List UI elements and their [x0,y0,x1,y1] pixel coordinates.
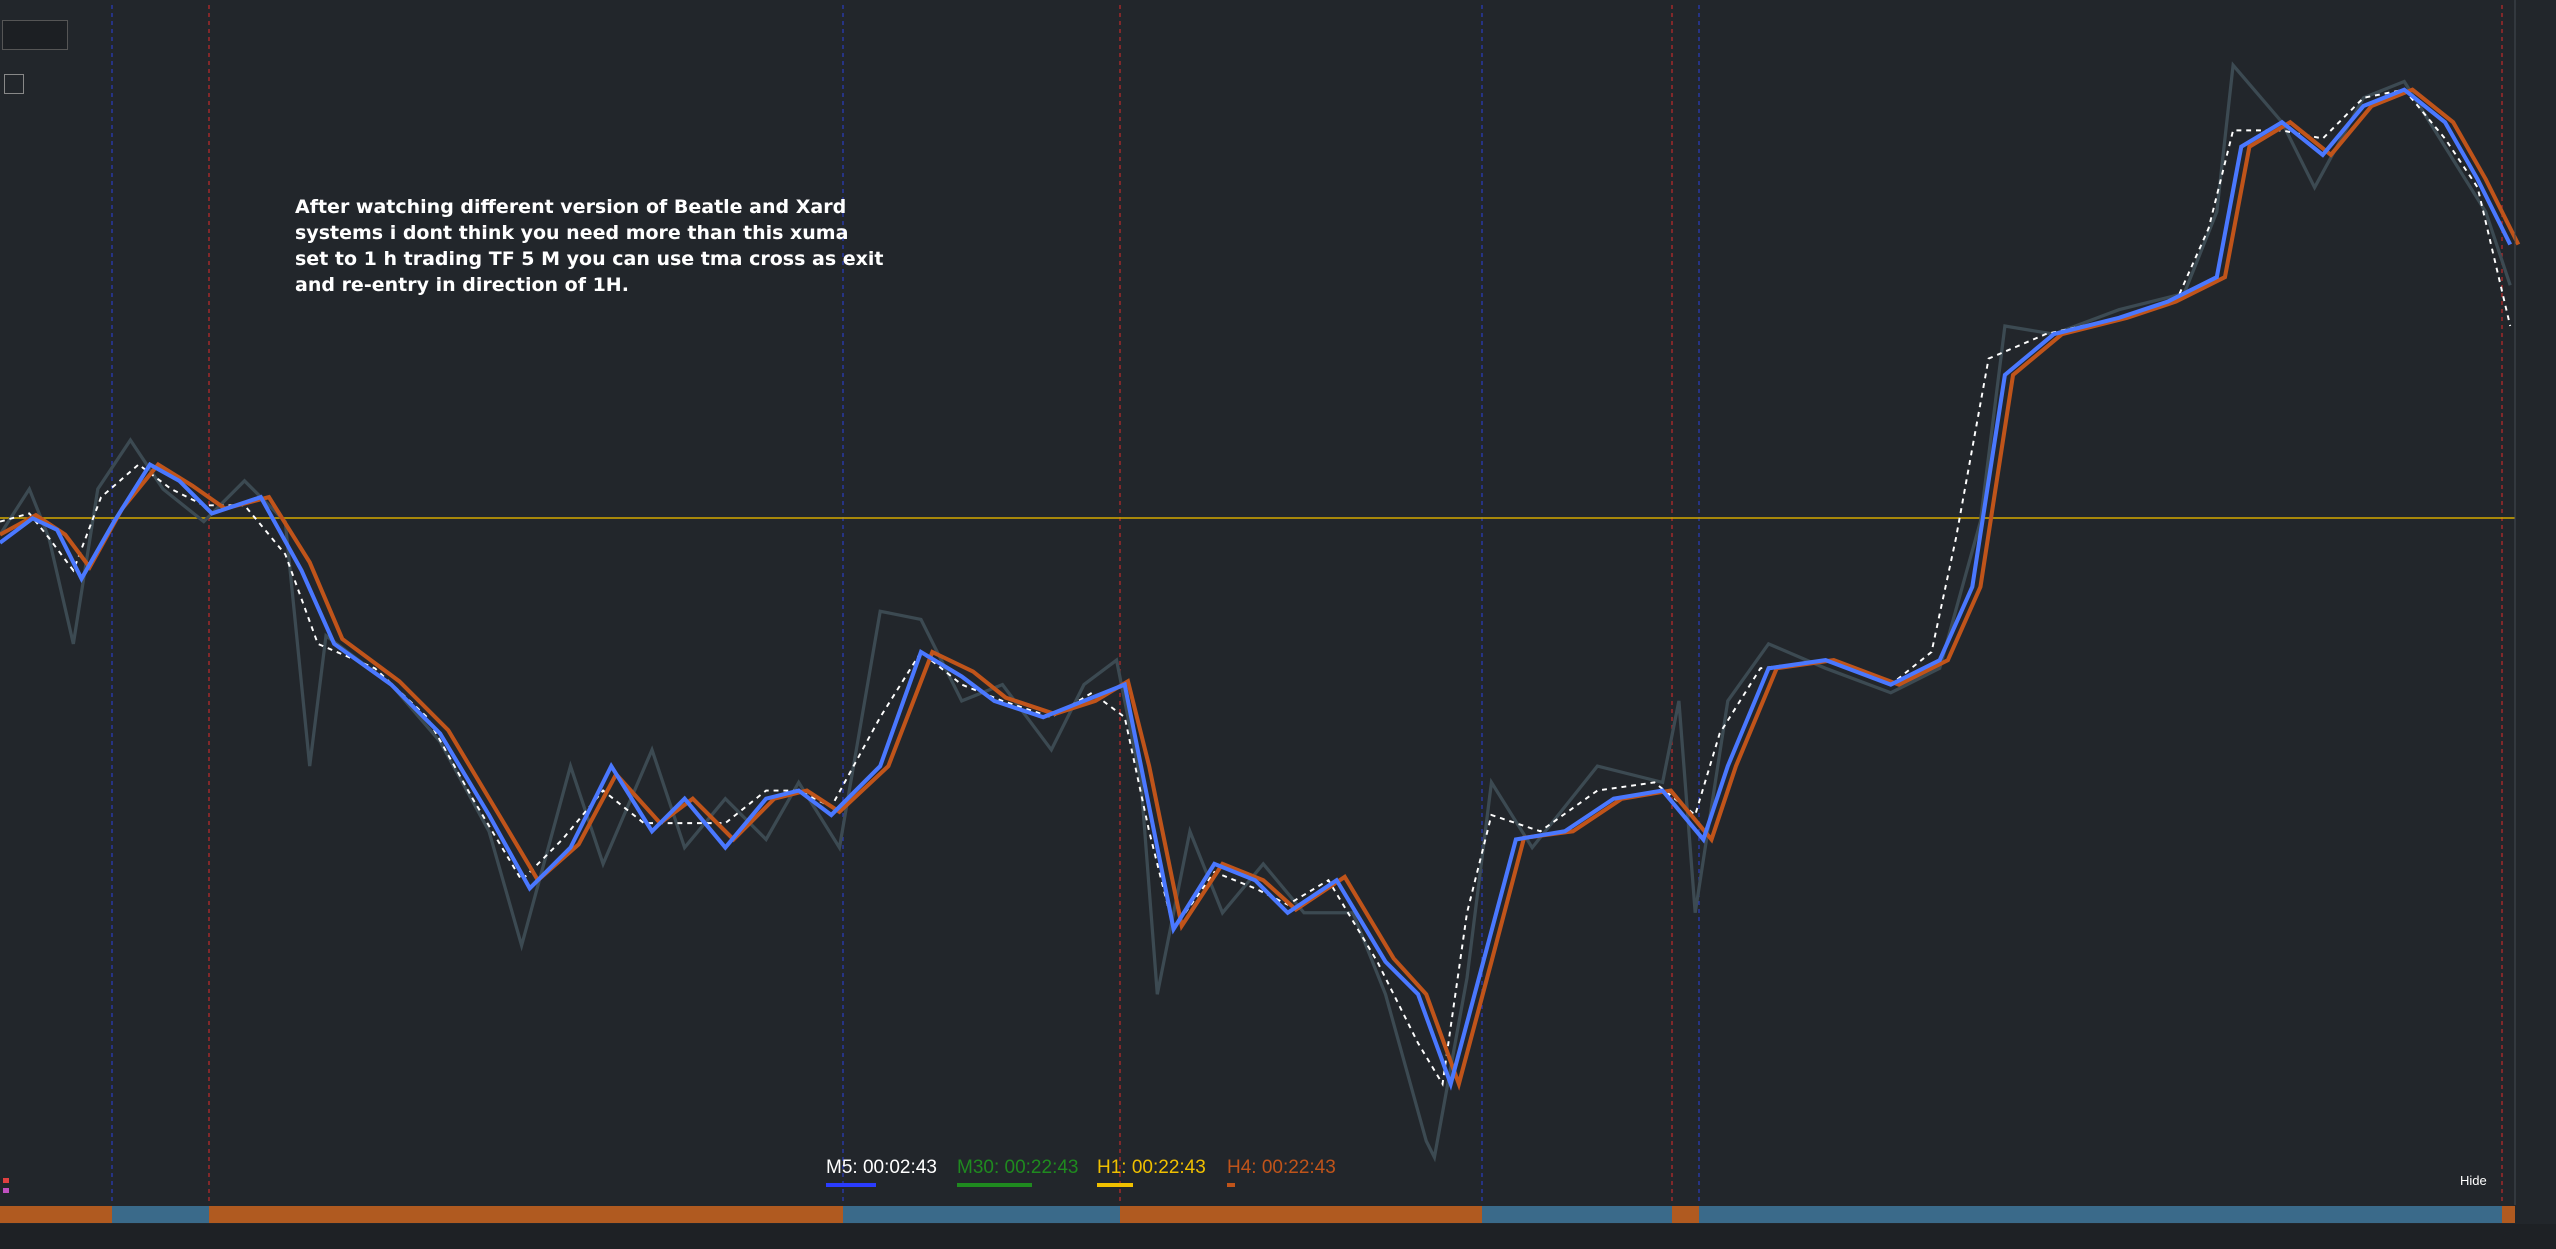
timer: M30: 00:22:43 [957,1157,1078,1187]
timer-label: M5: 00:02:43 [826,1157,937,1178]
annotation-line: systems i dont think you need more than … [295,222,849,244]
session-bar-segment [209,1206,843,1223]
indicator-lines [0,61,2521,1163]
status-dot [3,1188,9,1193]
timer-label: H4: 00:22:43 [1227,1157,1336,1178]
timer-bar [1097,1183,1133,1187]
status-dot [3,1178,9,1183]
session-lines [111,5,2503,1205]
session-bar-segment [1120,1206,1482,1223]
timer-bar [957,1183,1032,1187]
timer: H4: 00:22:43 [1227,1157,1336,1187]
timer-bar [826,1183,876,1187]
annotation: After watching different version of Beat… [295,194,884,298]
annotation-line: After watching different version of Beat… [295,196,847,218]
session-bar-segment [0,1206,112,1223]
time-axis [0,1224,2556,1249]
timer-label: H1: 00:22:43 [1097,1157,1206,1178]
timer-label: M30: 00:22:43 [957,1157,1079,1178]
timer-bar [1227,1183,1235,1187]
hide-button[interactable]: Hide [2460,1173,2487,1188]
annotation-line: set to 1 h trading TF 5 M you can use tm… [295,248,884,270]
timer: M5: 00:02:43 [826,1157,937,1187]
timer: H1: 00:22:43 [1097,1157,1206,1187]
expand-button[interactable] [4,74,24,94]
session-bar-segment [2502,1206,2515,1223]
session-bar-segment [1672,1206,1699,1223]
annotation-line: and re-entry in direction of 1H. [295,274,629,296]
navigation-button[interactable] [2,20,68,50]
